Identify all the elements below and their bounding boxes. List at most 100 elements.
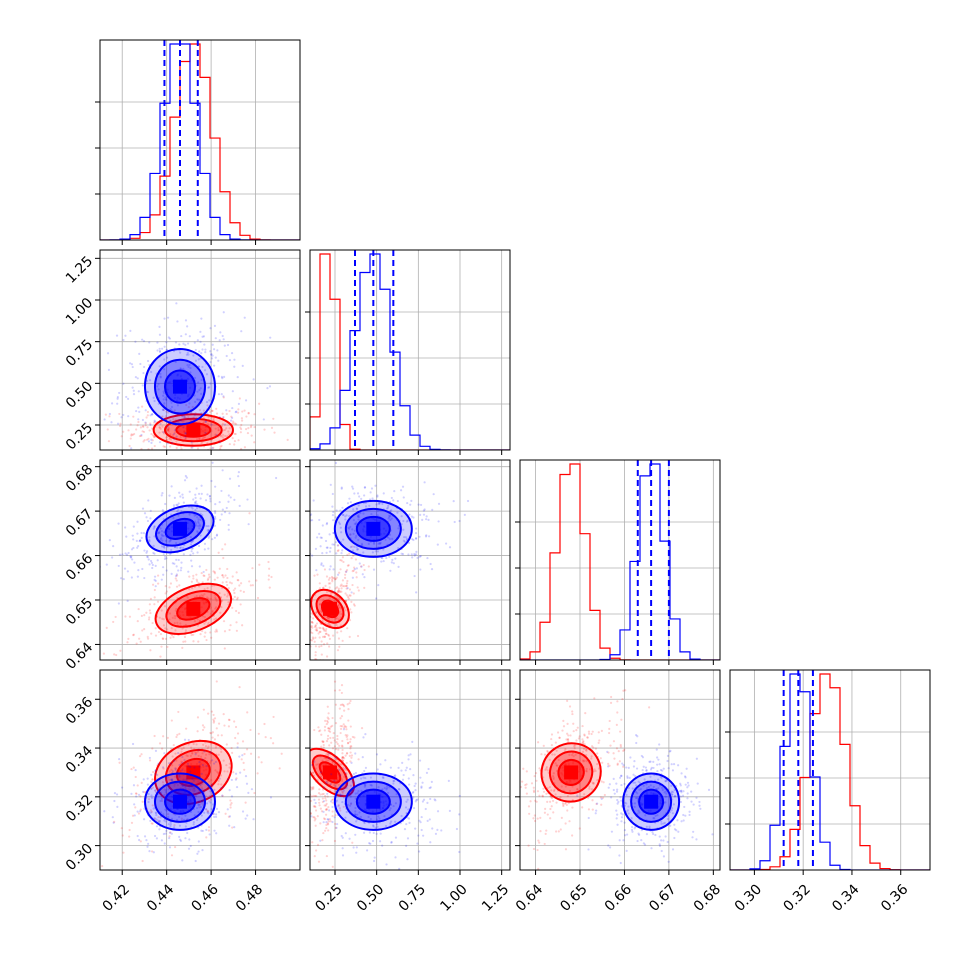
scatter-point bbox=[620, 820, 623, 823]
scatter-point bbox=[208, 752, 211, 756]
scatter-point bbox=[122, 577, 125, 581]
scatter-point bbox=[625, 766, 628, 769]
scatter-point bbox=[353, 604, 356, 607]
scatter-point bbox=[146, 777, 149, 780]
scatter-point bbox=[192, 742, 195, 746]
scatter-point bbox=[201, 348, 204, 351]
scatter-point bbox=[671, 848, 675, 851]
scatter-point bbox=[414, 800, 417, 803]
scatter-point bbox=[533, 774, 536, 778]
scatter-point bbox=[517, 832, 519, 834]
scatter-point bbox=[197, 749, 200, 752]
scatter-point bbox=[321, 759, 324, 762]
scatter-point bbox=[162, 552, 165, 556]
scatter-point bbox=[159, 427, 162, 430]
scatter-point bbox=[623, 748, 626, 751]
scatter-point bbox=[669, 749, 672, 752]
scatter-point bbox=[658, 763, 661, 766]
scatter-point bbox=[234, 736, 237, 740]
scatter-point bbox=[205, 373, 209, 376]
scatter-point bbox=[695, 757, 698, 760]
scatter-point bbox=[190, 441, 193, 444]
scatter-point bbox=[191, 547, 194, 550]
scatter-point bbox=[405, 520, 408, 523]
scatter-point bbox=[663, 821, 666, 824]
scatter-point bbox=[323, 635, 326, 638]
scatter-point bbox=[552, 789, 556, 793]
scatter-point bbox=[217, 452, 219, 454]
scatter-point bbox=[321, 740, 324, 743]
scatter-point bbox=[240, 419, 244, 422]
scatter-point bbox=[571, 752, 575, 755]
scatter-point bbox=[136, 784, 139, 787]
scatter-point bbox=[107, 368, 111, 371]
scatter-point bbox=[228, 427, 231, 430]
density-peak-blue bbox=[173, 521, 187, 536]
scatter-point bbox=[218, 441, 221, 444]
scatter-point bbox=[337, 544, 340, 547]
scatter-point bbox=[408, 821, 411, 824]
scatter-point bbox=[313, 855, 316, 858]
scatter-point bbox=[236, 598, 239, 601]
scatter-point bbox=[250, 424, 253, 427]
scatter-point bbox=[196, 817, 199, 820]
scatter-point bbox=[321, 619, 324, 623]
scatter-point bbox=[576, 787, 579, 791]
scatter-point bbox=[318, 626, 321, 629]
scatter-point bbox=[139, 460, 141, 462]
scatter-point bbox=[113, 820, 116, 823]
y-tick-label: 0.30 bbox=[63, 841, 96, 874]
scatter-point bbox=[193, 787, 196, 790]
scatter-point bbox=[364, 776, 367, 780]
scatter-point bbox=[339, 568, 342, 571]
scatter-point bbox=[234, 725, 238, 729]
scatter-point bbox=[376, 768, 379, 771]
scatter-point bbox=[154, 627, 157, 630]
scatter-point bbox=[190, 565, 194, 568]
scatter-point bbox=[307, 677, 309, 679]
scatter-point bbox=[240, 330, 243, 333]
scatter-point bbox=[327, 622, 330, 625]
scatter-point bbox=[289, 691, 291, 693]
scatter-point bbox=[314, 624, 317, 628]
scatter-point bbox=[202, 743, 205, 746]
scatter-point bbox=[336, 590, 339, 593]
scatter-point bbox=[175, 607, 178, 611]
scatter-point bbox=[664, 779, 667, 783]
scatter-point bbox=[392, 499, 395, 502]
scatter-point bbox=[550, 789, 553, 792]
scatter-point bbox=[170, 405, 174, 409]
scatter-point bbox=[354, 833, 357, 836]
scatter-point bbox=[420, 815, 423, 819]
scatter-point bbox=[227, 815, 230, 818]
scatter-point bbox=[340, 684, 344, 687]
scatter-point bbox=[202, 574, 205, 577]
scatter-point bbox=[194, 753, 197, 756]
scatter-point bbox=[181, 546, 185, 549]
scatter-point bbox=[375, 832, 378, 836]
scatter-point bbox=[157, 531, 161, 535]
scatter-point bbox=[186, 596, 189, 599]
scatter-point bbox=[189, 366, 192, 370]
scatter-point bbox=[416, 556, 419, 559]
scatter-point bbox=[297, 772, 299, 774]
scatter-point bbox=[237, 402, 241, 405]
scatter-point bbox=[679, 789, 683, 793]
scatter-point bbox=[114, 615, 117, 619]
scatter-point bbox=[135, 795, 138, 798]
scatter-point bbox=[235, 609, 238, 613]
scatter-point bbox=[133, 561, 136, 564]
scatter-point bbox=[326, 752, 329, 755]
scatter-point bbox=[235, 423, 238, 426]
scatter-point bbox=[151, 770, 155, 774]
scatter-point bbox=[122, 382, 125, 385]
scatter-point bbox=[152, 527, 155, 530]
scatter-point bbox=[346, 564, 350, 567]
scatter-point bbox=[166, 442, 169, 445]
scatter-point bbox=[181, 761, 184, 764]
scatter-point bbox=[525, 770, 528, 773]
scatter-point bbox=[151, 747, 154, 750]
scatter-point bbox=[626, 776, 629, 779]
scatter-point bbox=[343, 796, 346, 799]
scatter-point bbox=[187, 787, 190, 791]
